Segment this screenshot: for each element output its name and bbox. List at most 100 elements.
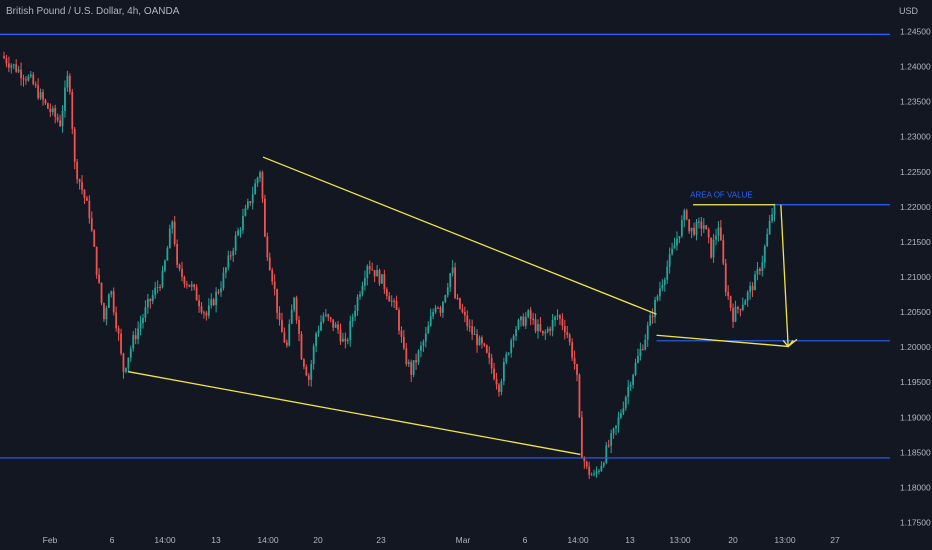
candle-body [644,339,647,350]
candle-body [495,379,498,385]
candle-body [251,194,254,204]
candle-body [451,267,454,274]
candle-body [264,198,266,237]
candle-body [422,341,425,346]
candle-body [454,267,456,299]
candle-body [373,270,376,277]
candle-body [651,315,654,318]
candle-body [378,270,381,284]
candle-body [734,306,737,322]
candle-body [15,64,18,72]
candle-body [359,294,361,297]
candle-body [773,205,776,215]
price-tick-label: 1.20500 [900,307,931,317]
candle-body [573,357,576,365]
candle-body [541,330,544,334]
candle-body [298,319,300,334]
candle-body [576,364,578,375]
candle-body [568,334,571,343]
candle-body [188,284,191,287]
candle-body [485,345,488,353]
candle-body [637,355,639,363]
candle-body [688,219,691,232]
candle-body [524,316,527,326]
candle-body [290,309,293,324]
candles-layer [3,51,776,480]
candle-body [149,298,152,302]
candle-body [756,269,759,275]
time-axis[interactable]: Feb 6 14:00 13 14:00 20 23 Mar 6 14:00 13 13:00 20 13… [43,535,840,545]
candle-body [456,298,459,300]
candle-body [512,335,515,341]
time-tick-label: Mar [456,535,471,545]
candle-body [715,235,717,240]
price-tick-label: 1.21500 [900,237,931,247]
candle-body [185,283,188,285]
candle-body [212,299,215,306]
candle-body [159,287,161,289]
candle-body [161,270,164,288]
candle-body [463,312,466,316]
time-tick-label: 23 [376,535,386,545]
candle-body [44,99,47,104]
price-tick-label: 1.18500 [900,447,931,457]
candle-body [281,319,283,333]
candle-body [366,266,369,279]
candle-body [210,299,213,306]
candle-body [395,301,398,310]
candle-body [337,324,339,330]
candle-body [88,200,91,219]
candle-body [51,108,54,113]
candle-body [483,343,486,346]
candle-body [254,183,257,195]
candle-body [739,308,742,311]
candle-body [98,274,100,283]
candle-body [534,319,537,332]
candle-body [195,287,198,301]
candle-body [164,260,166,271]
candle-body [312,346,315,365]
candle-body [593,473,595,475]
candle-body [146,298,149,308]
time-tick-label: 6 [523,535,528,545]
candle-body [668,253,671,267]
candle-body [310,364,313,380]
candle-body [342,338,344,342]
candle-body [232,250,235,256]
candle-body [100,282,103,304]
candle-body [695,221,698,235]
trendline [780,204,789,347]
price-axis[interactable]: 1.24500 1.24000 1.23500 1.23000 1.22500 1.220… [900,27,931,528]
candle-body [654,299,656,318]
candle-body [532,318,535,320]
candle-body [459,298,461,309]
candle-body [507,353,510,355]
candle-body [607,445,610,447]
candle-body [361,285,364,295]
candle-body [600,465,603,471]
candle-body [700,221,703,229]
candle-body [129,348,132,358]
candle-body [602,462,605,466]
candle-body [505,354,508,362]
candle-body [307,375,310,380]
candle-body [203,312,205,314]
candle-body [95,246,98,275]
candle-body [166,248,169,261]
candle-body [178,264,181,269]
candle-body [181,268,183,277]
candle-body [690,227,693,232]
candle-body [154,287,157,296]
candle-body [722,240,725,264]
candle-body [612,428,615,434]
time-tick-label: Feb [43,535,58,545]
candle-body [571,342,574,358]
candle-body [115,312,118,329]
candle-body [619,413,622,418]
candle-body [71,91,74,129]
price-tick-label: 1.23000 [900,132,931,142]
time-tick-label: 13 [211,535,221,545]
candle-body [556,315,559,317]
candle-body [244,208,247,216]
